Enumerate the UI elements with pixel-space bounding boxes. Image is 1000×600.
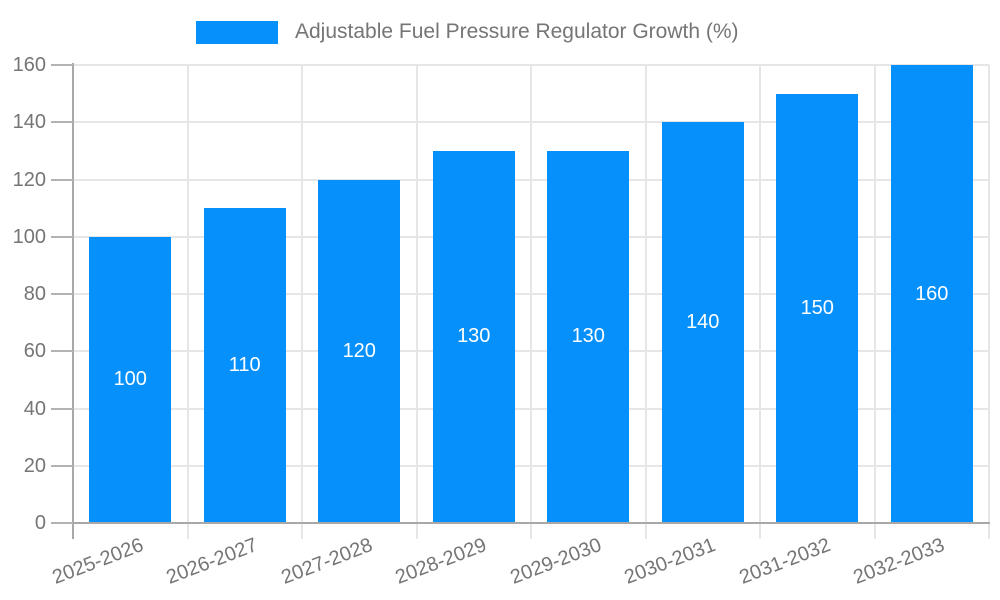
v-gridline: [530, 65, 532, 523]
x-tick-label: 2029-2030: [506, 534, 605, 589]
bar-value-label: 120: [342, 339, 376, 362]
x-tick: [186, 523, 189, 539]
x-tick: [301, 523, 303, 539]
bar-value-label: 140: [686, 311, 720, 334]
bar-value-label: 130: [571, 325, 605, 348]
y-tick-label: 40: [23, 397, 46, 420]
x-tick: [759, 523, 761, 539]
legend-swatch: [196, 20, 278, 44]
v-gridline: [186, 65, 189, 523]
legend-label: Adjustable Fuel Pressure Regulator Growt…: [295, 20, 739, 43]
x-tick: [873, 523, 876, 539]
bar[interactable]: 120: [318, 179, 401, 523]
y-tick: [51, 464, 73, 467]
bar[interactable]: 160: [890, 65, 973, 523]
x-tick-label: 2027-2028: [277, 534, 376, 589]
y-tick: [51, 350, 73, 353]
bar[interactable]: 110: [203, 208, 286, 523]
x-tick-label: 2025-2026: [48, 534, 147, 589]
y-tick-label: 120: [12, 168, 46, 191]
x-tick: [644, 523, 647, 539]
y-tick-label: 0: [34, 512, 46, 534]
y-tick-label: 60: [23, 340, 46, 363]
legend-item[interactable]: Adjustable Fuel Pressure Regulator Growt…: [196, 20, 739, 44]
y-tick-label: 160: [12, 54, 46, 76]
v-gridline: [644, 65, 647, 523]
x-tick: [530, 523, 532, 539]
v-gridline: [873, 65, 876, 523]
x-tick-label: 2028-2029: [392, 534, 490, 589]
x-tick: [988, 523, 990, 539]
bar-value-label: 160: [915, 282, 949, 305]
y-tick: [51, 407, 73, 410]
bar-value-label: 130: [457, 325, 491, 348]
bar-value-label: 100: [113, 368, 147, 391]
y-tick-label: 140: [12, 111, 46, 134]
bar[interactable]: 150: [776, 93, 859, 523]
y-tick: [51, 178, 73, 181]
v-gridline: [301, 65, 303, 523]
bar[interactable]: 130: [547, 150, 630, 523]
v-gridline: [759, 65, 761, 523]
x-tick-label: 2030-2031: [621, 534, 719, 589]
y-tick: [51, 235, 73, 238]
v-gridline: [988, 65, 990, 523]
y-tick: [51, 293, 73, 295]
y-axis-line: [72, 63, 74, 539]
bar[interactable]: 130: [432, 150, 515, 523]
y-tick: [51, 522, 73, 524]
bar-value-label: 150: [800, 296, 834, 319]
y-tick-label: 80: [23, 283, 46, 305]
bar[interactable]: 100: [89, 236, 172, 523]
bar[interactable]: 140: [661, 122, 744, 523]
y-tick: [51, 64, 73, 66]
bar-value-label: 110: [228, 354, 261, 377]
v-gridline: [415, 65, 418, 523]
y-tick-label: 20: [23, 454, 46, 477]
x-tick: [415, 523, 418, 539]
x-axis-line: [72, 522, 990, 524]
x-tick-label: 2032-2033: [850, 534, 948, 589]
x-tick-label: 2026-2027: [163, 534, 261, 589]
y-tick-label: 100: [12, 225, 46, 248]
x-tick-label: 2031-2032: [735, 534, 834, 589]
y-tick: [51, 121, 73, 124]
